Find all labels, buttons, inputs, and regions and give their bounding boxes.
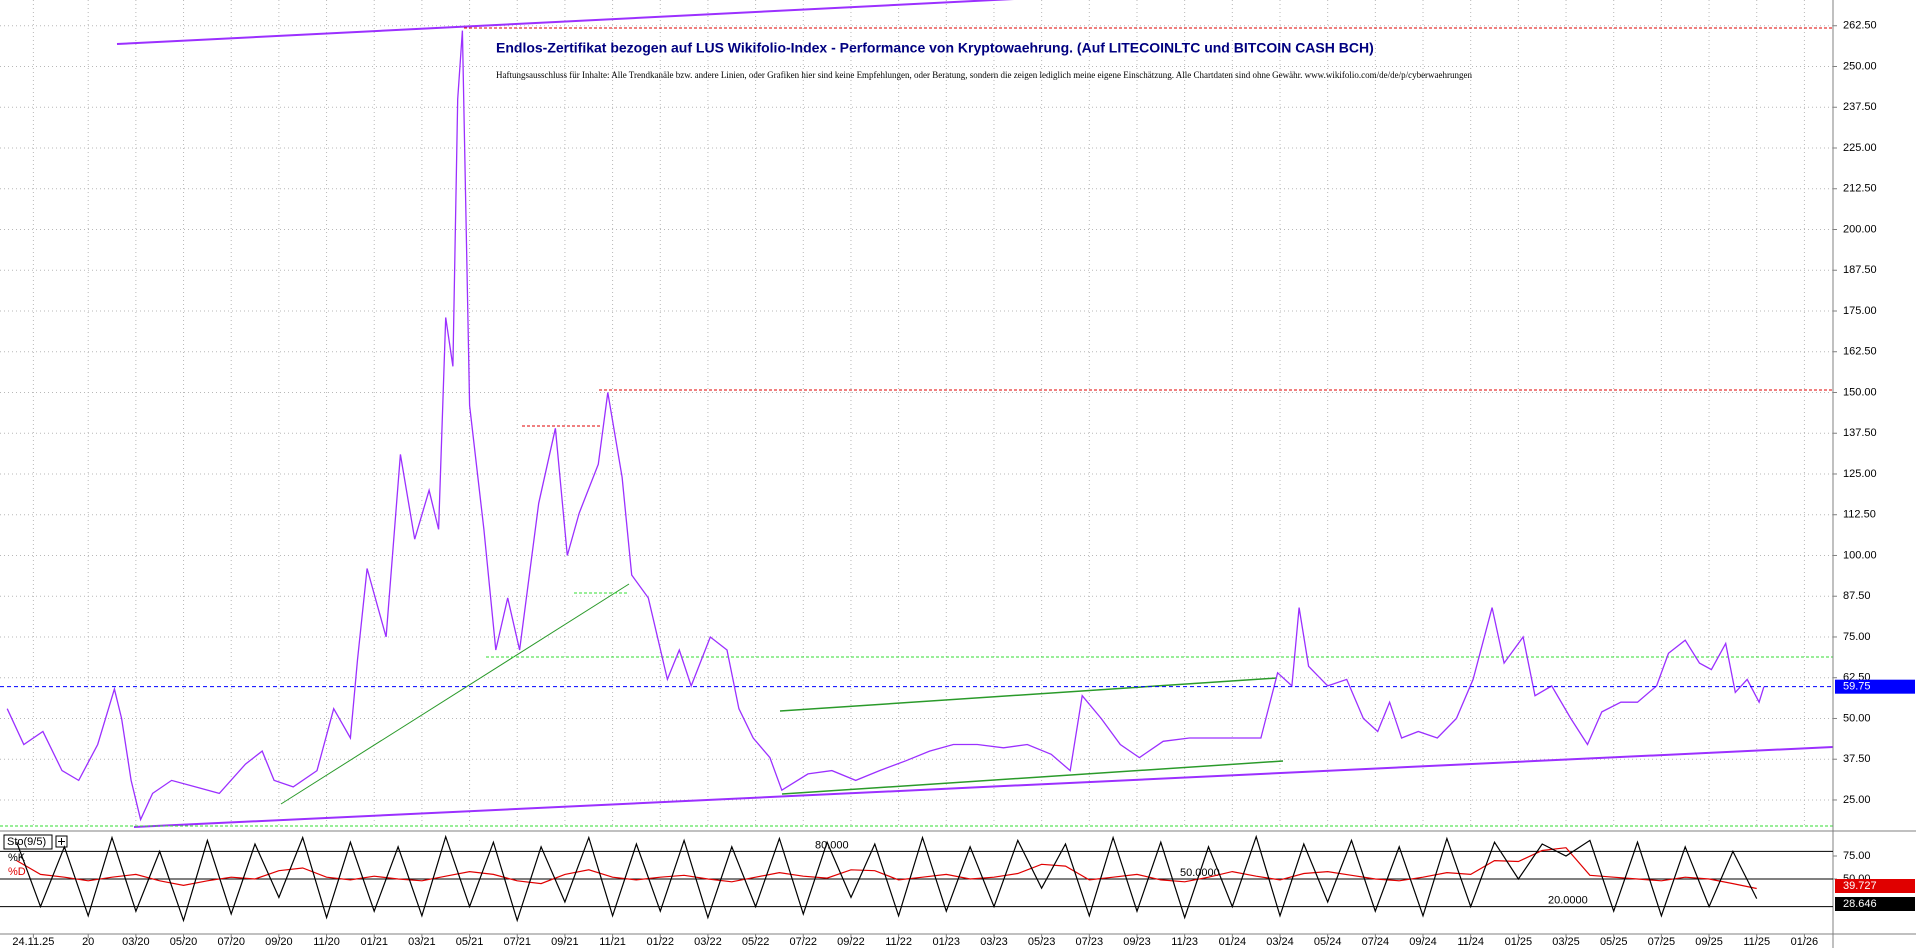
x-tick-label: 09/20	[265, 936, 293, 948]
y-tick-label: 162.50	[1843, 346, 1877, 358]
indicator-line	[16, 834, 1758, 923]
y-tick-label: 187.50	[1843, 264, 1877, 276]
trend-line	[133, 746, 1834, 828]
x-tick-label: 09/25	[1695, 936, 1723, 948]
indicator-box	[3, 834, 53, 850]
y-tick-label: 25.00	[1843, 794, 1871, 806]
y-tick-label: 212.50	[1843, 183, 1877, 195]
x-tick-label: 03/25	[1552, 936, 1580, 948]
y-tick-label: 225.00	[1843, 142, 1877, 154]
last-value-box	[1835, 897, 1915, 911]
expand-icon	[58, 838, 65, 845]
y-tick-label: 262.50	[1843, 20, 1877, 32]
y-tick-label: 125.00	[1843, 468, 1877, 480]
y-tick-label: 75.00	[1843, 850, 1871, 862]
x-tick-label: 05/24	[1314, 936, 1342, 948]
y-tick-label: 112.50	[1843, 509, 1876, 521]
x-tick-label: 01/26	[1791, 936, 1819, 948]
x-tick-label: 05/23	[1028, 936, 1056, 948]
chart-subtitle: Haftungsausschluss für Inhalte: Alle Tre…	[496, 70, 1473, 80]
x-tick-label: 24.11.25	[12, 936, 54, 948]
chart-title: Endlos-Zertifikat bezogen auf LUS Wikifo…	[496, 40, 1374, 56]
x-tick-label: 07/20	[217, 936, 245, 948]
x-tick-label: 03/22	[694, 936, 722, 948]
x-tick-label: 07/23	[1076, 936, 1104, 948]
x-tick-label: 05/20	[170, 936, 198, 948]
x-tick-label: 07/25	[1648, 936, 1676, 948]
x-tick-label: 03/24	[1266, 936, 1294, 948]
x-tick-label: 01/23	[933, 936, 961, 948]
legend-entry: %K	[8, 852, 26, 864]
x-tick-label: 03/20	[122, 936, 150, 948]
y-tick-label: 250.00	[1843, 60, 1877, 72]
y-tick-label: 175.00	[1843, 305, 1877, 317]
y-tick-label: 75.00	[1843, 631, 1871, 643]
indicator-line	[16, 847, 1757, 890]
x-tick-label: 03/23	[980, 936, 1008, 948]
trend-lines	[0, 0, 1834, 828]
x-tick-label: 01/21	[360, 936, 388, 948]
x-tick-label: 09/23	[1123, 936, 1151, 948]
last-value-box	[1835, 679, 1915, 694]
y-tick-label: 50.00	[1843, 712, 1871, 724]
x-tick-label: 09/21	[551, 936, 579, 948]
last-value-label: 28.646	[1843, 898, 1877, 910]
x-tick-label: 05/21	[456, 936, 484, 948]
x-tick-label: 11/24	[1457, 936, 1484, 948]
x-tick-label: 11/20	[313, 936, 340, 948]
x-tick-label: 05/25	[1600, 936, 1628, 948]
y-tick-label: 137.50	[1843, 427, 1877, 439]
last-value-label: 59.75	[1843, 681, 1871, 693]
legend-entry: %D	[8, 866, 26, 878]
y-tick-label: 200.00	[1843, 223, 1877, 235]
x-tick-label: 01/22	[646, 936, 674, 948]
last-value-label: 39.727	[1843, 880, 1877, 892]
x-tick-label: 03/21	[408, 936, 436, 948]
trend-line	[781, 760, 1284, 795]
x-tick-label: 09/24	[1409, 936, 1437, 948]
x-tick-label: 11/25	[1743, 936, 1770, 948]
trend-line	[116, 0, 1015, 45]
y-tick-label: 37.50	[1843, 753, 1871, 765]
last-value-box	[1835, 879, 1915, 893]
x-tick-label: 20	[82, 936, 94, 948]
x-tick-label: 07/22	[790, 936, 818, 948]
y-tick-label: 237.50	[1843, 101, 1877, 113]
x-tick-label: 01/25	[1505, 936, 1533, 948]
y-tick-label: 100.00	[1843, 549, 1877, 561]
x-tick-label: 01/24	[1219, 936, 1247, 948]
grid	[0, 0, 1833, 828]
x-tick-label: 07/24	[1362, 936, 1390, 948]
y-tick-label: 87.50	[1843, 590, 1871, 602]
x-tick-label: 11/22	[885, 936, 912, 948]
indicator-title: Sto(9/5)	[7, 836, 46, 848]
x-tick-label: 05/22	[742, 936, 770, 948]
x-tick-label: 11/23	[1171, 936, 1198, 948]
y-tick-label: 150.00	[1843, 386, 1877, 398]
trend-line	[280, 583, 630, 805]
x-tick-label: 07/21	[503, 936, 531, 948]
x-tick-label: 11/21	[599, 936, 626, 948]
level-label: 80.000	[815, 839, 849, 851]
level-label: 20.0000	[1548, 895, 1588, 907]
x-tick-label: 09/22	[837, 936, 865, 948]
trend-line	[779, 677, 1278, 712]
price-line	[6, 30, 1765, 822]
